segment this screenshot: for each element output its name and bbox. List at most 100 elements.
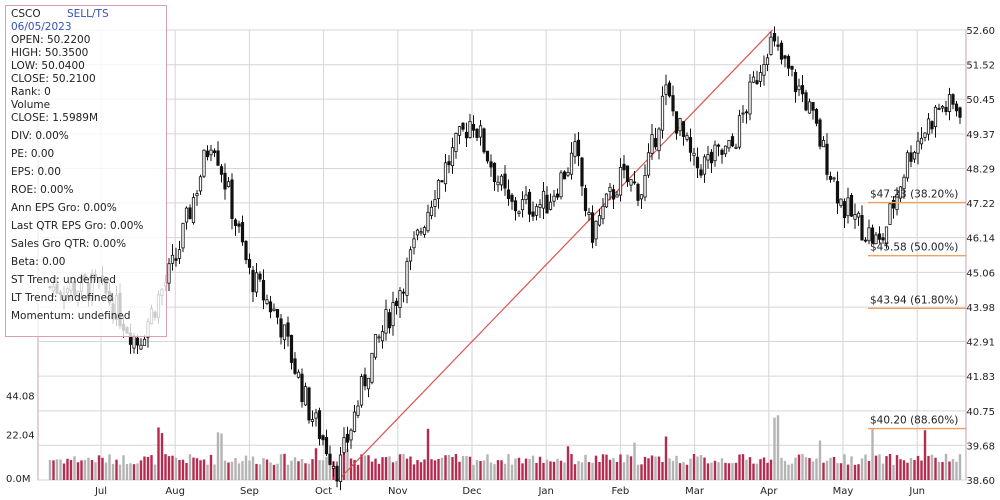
volume-bar — [871, 429, 874, 480]
volume-bar — [916, 455, 920, 480]
volume-bar — [605, 454, 608, 480]
volume-bar — [566, 446, 570, 480]
candle-body — [576, 139, 581, 157]
candle-body — [240, 222, 245, 243]
volume-bar — [384, 457, 388, 480]
candle-body — [405, 261, 409, 296]
volume-bar — [136, 463, 139, 480]
volume-bar — [892, 464, 895, 480]
volume-bar — [626, 454, 629, 480]
candle-body — [926, 118, 931, 135]
candle-body — [408, 249, 413, 262]
volume-bar — [118, 464, 122, 480]
volume-bar — [489, 462, 493, 480]
volume-bar — [451, 457, 454, 480]
fib-label: $40.20 (88.60%) — [870, 415, 958, 427]
volume-bar — [423, 459, 426, 480]
volume-bar — [804, 457, 808, 480]
volume-bar — [97, 455, 101, 480]
volume-bar — [279, 454, 283, 480]
candle-body — [867, 227, 871, 242]
chart-grid — [37, 29, 967, 481]
candle-body — [300, 373, 304, 403]
volume-bar — [374, 458, 377, 480]
candle-body — [478, 125, 483, 138]
volume-bar — [535, 462, 538, 480]
volume-bar — [213, 464, 216, 480]
volume-bar — [353, 459, 356, 480]
candle-body — [443, 162, 448, 185]
volume-bar — [650, 455, 654, 480]
candle-body — [188, 207, 192, 220]
candle-body — [415, 229, 420, 236]
candle-body — [643, 174, 647, 198]
stat-open: OPEN: 50.2200 — [11, 34, 91, 46]
candle-body — [751, 76, 756, 83]
candle-body — [247, 259, 252, 268]
stat-low: LOW: 50.0400 — [11, 60, 85, 72]
volume-bar — [832, 456, 836, 480]
price-tick-label: 39.68 — [966, 441, 995, 452]
price-tick-label: 41.83 — [966, 372, 995, 383]
volume-bar — [507, 454, 510, 480]
quote-header: CSCO SELL/TS — [11, 8, 161, 21]
volume-bar — [836, 463, 839, 480]
candle-body — [734, 146, 738, 149]
volume-tick-label: 0.0M — [6, 474, 31, 485]
candle-body — [261, 279, 266, 301]
stat-rank: Rank: 0 — [11, 86, 51, 98]
candle-body — [174, 258, 178, 261]
candle-body — [667, 82, 672, 97]
volume-bar — [769, 459, 773, 480]
month-tick-label: Apr — [760, 486, 778, 497]
volume-bar — [913, 460, 916, 480]
volume-bar — [62, 463, 66, 480]
candle-body — [608, 186, 612, 192]
candle-body — [685, 135, 689, 140]
volume-bar — [727, 463, 731, 480]
candle-body — [849, 194, 854, 217]
candle-body — [902, 176, 906, 190]
volume-bar — [675, 455, 678, 480]
volume-bar — [608, 459, 612, 480]
candle-body — [695, 156, 700, 169]
volume-bar — [328, 460, 332, 480]
volume-bar — [381, 457, 384, 480]
candle-body — [520, 199, 525, 211]
volume-bar — [689, 458, 692, 480]
volume-bar — [111, 463, 115, 480]
candle-body — [891, 200, 896, 209]
plot-frame — [37, 29, 967, 481]
volume-bar — [412, 464, 416, 480]
quote-info-panel: CSCO SELL/TS 06/05/2023 OPEN: 50.2200 HI… — [5, 5, 167, 337]
volume-bar — [188, 454, 192, 480]
candle-body — [489, 161, 493, 168]
candle-body — [688, 137, 693, 153]
volume-bar — [167, 456, 171, 480]
volume-bar — [293, 457, 297, 480]
candle-body — [937, 107, 941, 110]
candle-body — [412, 238, 416, 249]
volume-bar — [731, 463, 734, 480]
candle-body — [639, 194, 644, 200]
candle-body — [933, 106, 938, 128]
volume-bar — [619, 454, 622, 480]
candle-body — [604, 193, 609, 208]
candle-body — [275, 309, 280, 318]
candle-body — [363, 374, 367, 387]
candle-body — [548, 201, 553, 210]
candle-body — [433, 199, 437, 207]
volume-bar — [888, 453, 892, 480]
candle-body — [737, 115, 742, 148]
volume-bar — [349, 458, 353, 480]
volume-bar — [55, 459, 59, 480]
candle-body — [286, 322, 290, 337]
candle-body — [447, 161, 451, 166]
candle-body — [779, 42, 784, 60]
volume-bar — [773, 417, 776, 480]
volume-bar — [370, 461, 374, 480]
volume-bar — [724, 462, 727, 480]
volume-bar — [479, 460, 482, 480]
candle-body — [170, 254, 175, 264]
